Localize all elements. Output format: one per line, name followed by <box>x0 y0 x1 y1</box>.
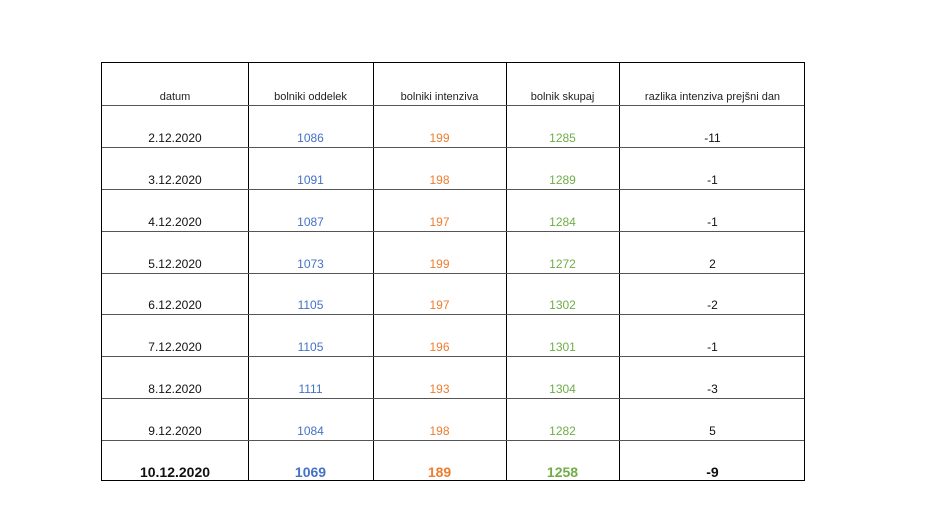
column-border <box>506 63 507 480</box>
table-cell: 1272 <box>549 256 576 271</box>
table-cell: 197 <box>429 298 450 313</box>
table-cell: -2 <box>707 298 718 313</box>
column-header: bolnik skupaj <box>530 91 595 103</box>
table-cell: 193 <box>429 382 450 397</box>
table-cell: 8.12.2020 <box>148 382 202 397</box>
table-cell: 1304 <box>549 382 576 397</box>
table-cell: 4.12.2020 <box>148 214 202 229</box>
row-border <box>102 398 804 400</box>
row-border <box>102 314 804 316</box>
table-cell: 7.12.2020 <box>148 340 202 355</box>
row-border <box>102 188 804 190</box>
row-border <box>102 105 804 106</box>
table-cell: 1105 <box>297 298 324 313</box>
column-header: bolniki oddelek <box>274 91 347 103</box>
table-cell: 1086 <box>297 130 324 145</box>
table-cell: 1284 <box>549 214 576 229</box>
table-cell: 1285 <box>549 130 576 145</box>
table-cell: 6.12.2020 <box>148 298 202 313</box>
table-cell: -11 <box>704 130 721 145</box>
table-cell: 1105 <box>297 340 324 355</box>
column-header: datum <box>159 91 191 103</box>
column-border <box>373 63 374 480</box>
table-cell: 2 <box>709 256 716 271</box>
table-cell: -1 <box>707 340 718 355</box>
table-cell: 189 <box>427 463 452 480</box>
table-cell: 1084 <box>297 424 324 439</box>
row-border <box>102 272 804 274</box>
table-cell: 5 <box>709 424 716 439</box>
table-cell: 198 <box>429 172 450 187</box>
row-border <box>102 146 804 148</box>
column-header: razlika intenziva prejšni dan <box>644 91 781 103</box>
table: datum bolniki oddelek bolniki intenziva bol… <box>101 62 805 481</box>
table-cell: 9.12.2020 <box>148 424 202 439</box>
table-cell: 2.12.2020 <box>148 130 202 145</box>
table-cell: 196 <box>429 340 450 355</box>
table-cell: 1111 <box>298 382 323 397</box>
table-cell: 1282 <box>549 424 576 439</box>
table-cell: -3 <box>707 382 718 397</box>
table-cell: 199 <box>429 256 450 271</box>
table-cell: 3.12.2020 <box>148 172 202 187</box>
table-cell: -9 <box>706 463 719 480</box>
table-cell: -1 <box>707 214 718 229</box>
row-border <box>102 440 804 442</box>
table-cell: 1091 <box>297 172 324 187</box>
table-cell: 1289 <box>549 172 576 187</box>
row-border <box>102 230 804 232</box>
table-cell: 1069 <box>294 463 327 480</box>
table-cell: 197 <box>429 214 450 229</box>
table-cell: 1302 <box>549 298 576 313</box>
table-cell: 1073 <box>297 256 324 271</box>
table-cell: 10.12.2020 <box>139 463 211 480</box>
table-cell: 1258 <box>546 463 579 480</box>
column-border <box>248 63 249 480</box>
table-cell: -1 <box>707 172 718 187</box>
table-cell: 1301 <box>549 340 576 355</box>
column-header: bolniki intenziva <box>400 91 479 103</box>
table-cell: 199 <box>429 130 450 145</box>
row-border <box>102 356 804 358</box>
column-border <box>619 63 620 480</box>
table-cell: 1087 <box>297 214 324 229</box>
table-cell: 5.12.2020 <box>148 256 202 271</box>
table-cell: 198 <box>429 424 450 439</box>
